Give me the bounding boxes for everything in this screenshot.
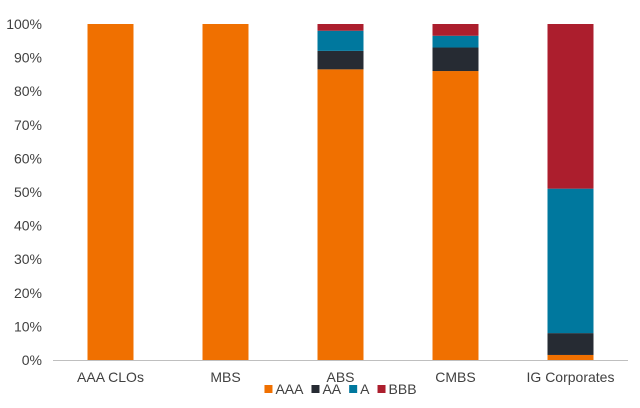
legend-label-aaa: AAA <box>275 381 304 397</box>
y-tick-label: 0% <box>22 352 42 368</box>
legend-label-a: A <box>360 381 370 397</box>
y-tick-label: 60% <box>14 150 42 166</box>
y-tick-label: 40% <box>14 218 42 234</box>
x-tick-label: IG Corporates <box>527 369 615 385</box>
y-tick-label: 20% <box>14 285 42 301</box>
y-tick-label: 10% <box>14 318 42 334</box>
bar-segment-aaa-clos-aaa <box>87 24 134 360</box>
y-tick-label: 70% <box>14 117 42 133</box>
x-tick-label: AAA CLOs <box>77 369 144 385</box>
x-tick-label: ABS <box>326 369 354 385</box>
legend-label-bbb: BBB <box>389 381 417 397</box>
bar-segment-abs-bbb <box>317 24 364 31</box>
y-tick-label: 80% <box>14 83 42 99</box>
bar-segment-cmbs-bbb <box>432 24 479 36</box>
bar-segment-mbs-aaa <box>202 24 249 360</box>
x-tick-label: MBS <box>210 369 240 385</box>
bar-segment-ig-corporates-bbb <box>547 24 594 189</box>
y-tick-label: 90% <box>14 50 42 66</box>
legend-swatch-a <box>349 385 358 393</box>
x-tick-label: CMBS <box>435 369 475 385</box>
bar-segment-cmbs-aa <box>432 47 479 72</box>
bar-segment-abs-aaa <box>317 69 364 361</box>
bar-segment-abs-aa <box>317 50 364 70</box>
bar-segment-cmbs-a <box>432 35 479 48</box>
bar-segment-cmbs-aaa <box>432 71 479 360</box>
legend-label-aa: AA <box>322 381 341 397</box>
legend: AAA AA A BBB <box>264 381 417 397</box>
legend-swatch-aaa <box>264 385 273 393</box>
y-axis-ticks: 0% 10% 20% 30% 40% 50% 60% 70% 80% 90% 100% <box>6 16 42 368</box>
bar-segment-ig-corporates-a <box>547 188 594 334</box>
legend-swatch-bbb <box>377 385 386 393</box>
bar-segment-ig-corporates-aa <box>547 333 594 355</box>
x-axis-ticks: AAA CLOs MBS ABS CMBS IG Corporates <box>77 369 614 385</box>
y-tick-label: 30% <box>14 251 42 267</box>
legend-swatch-aa <box>311 385 320 393</box>
bar-segment-abs-a <box>317 30 364 51</box>
y-tick-label: 100% <box>6 16 42 32</box>
y-tick-label: 50% <box>14 184 42 200</box>
bar-segment-ig-corporates-aaa <box>547 354 594 360</box>
bars-layer <box>87 24 594 361</box>
